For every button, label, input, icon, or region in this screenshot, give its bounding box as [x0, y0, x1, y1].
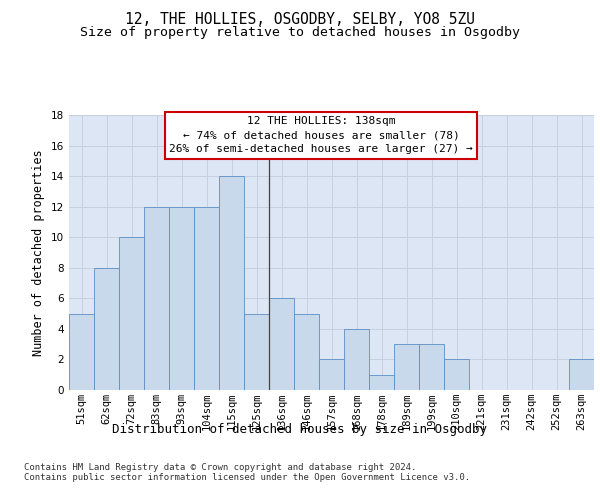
Bar: [419, 344, 444, 390]
Text: 12, THE HOLLIES, OSGODBY, SELBY, YO8 5ZU: 12, THE HOLLIES, OSGODBY, SELBY, YO8 5ZU: [125, 12, 475, 28]
Bar: [394, 344, 419, 390]
Bar: [294, 314, 319, 390]
Text: Size of property relative to detached houses in Osgodby: Size of property relative to detached ho…: [80, 26, 520, 39]
Bar: [244, 314, 269, 390]
Bar: [169, 206, 194, 390]
Bar: [269, 298, 294, 390]
Bar: [194, 206, 219, 390]
Text: Contains HM Land Registry data © Crown copyright and database right 2024.
Contai: Contains HM Land Registry data © Crown c…: [24, 462, 470, 482]
Text: Distribution of detached houses by size in Osgodby: Distribution of detached houses by size …: [113, 422, 487, 436]
Bar: [69, 314, 94, 390]
Bar: [119, 237, 144, 390]
Bar: [444, 360, 469, 390]
Y-axis label: Number of detached properties: Number of detached properties: [32, 149, 46, 356]
Bar: [569, 360, 594, 390]
Bar: [369, 374, 394, 390]
Bar: [94, 268, 119, 390]
Bar: [144, 206, 169, 390]
Bar: [344, 329, 369, 390]
Bar: [219, 176, 244, 390]
Bar: [319, 360, 344, 390]
Text: 12 THE HOLLIES: 138sqm
← 74% of detached houses are smaller (78)
26% of semi-det: 12 THE HOLLIES: 138sqm ← 74% of detached…: [169, 116, 473, 154]
